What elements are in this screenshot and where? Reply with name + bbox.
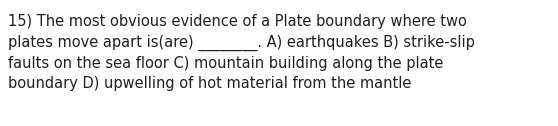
Text: 15) The most obvious evidence of a Plate boundary where two
plates move apart is: 15) The most obvious evidence of a Plate… bbox=[8, 14, 475, 91]
